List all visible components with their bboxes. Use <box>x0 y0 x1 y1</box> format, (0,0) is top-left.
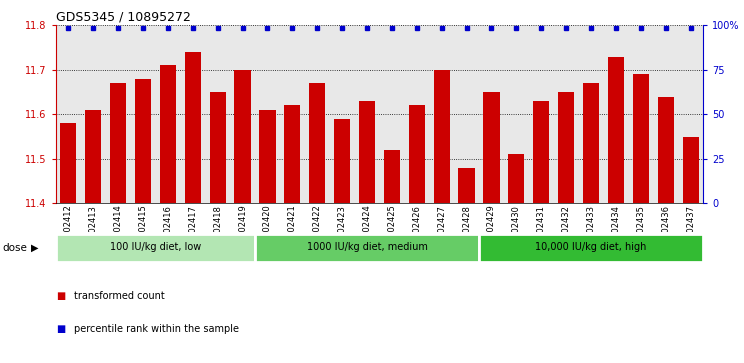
Bar <box>260 110 275 203</box>
Text: percentile rank within the sample: percentile rank within the sample <box>74 323 240 334</box>
Bar <box>658 97 674 203</box>
Bar <box>533 101 549 203</box>
Bar <box>110 83 126 203</box>
Text: transformed count: transformed count <box>74 291 165 301</box>
Bar <box>632 74 649 203</box>
Bar <box>234 70 251 203</box>
Bar <box>284 106 301 203</box>
Text: dose: dose <box>2 243 27 253</box>
Text: 10,000 IU/kg diet, high: 10,000 IU/kg diet, high <box>536 242 647 252</box>
Bar <box>558 92 574 203</box>
Bar <box>85 110 101 203</box>
Text: ■: ■ <box>56 323 65 334</box>
Bar <box>682 136 699 203</box>
Bar <box>408 106 425 203</box>
Bar <box>384 150 400 203</box>
Text: 1000 IU/kg diet, medium: 1000 IU/kg diet, medium <box>307 242 428 252</box>
Bar <box>334 119 350 203</box>
Text: ■: ■ <box>56 291 65 301</box>
Bar <box>60 123 77 203</box>
Text: GDS5345 / 10895272: GDS5345 / 10895272 <box>56 11 190 24</box>
Bar <box>458 168 475 203</box>
Text: ▶: ▶ <box>31 243 39 253</box>
Bar <box>135 79 151 203</box>
Text: 100 IU/kg diet, low: 100 IU/kg diet, low <box>110 242 201 252</box>
Bar <box>359 101 375 203</box>
Bar <box>583 83 599 203</box>
Bar <box>56 234 255 262</box>
Bar <box>508 154 525 203</box>
Bar <box>210 92 225 203</box>
Bar <box>309 83 325 203</box>
Bar <box>608 57 624 203</box>
Bar <box>479 234 703 262</box>
Bar <box>255 234 479 262</box>
Bar <box>434 70 450 203</box>
Bar <box>185 52 201 203</box>
Bar <box>160 65 176 203</box>
Bar <box>484 92 499 203</box>
